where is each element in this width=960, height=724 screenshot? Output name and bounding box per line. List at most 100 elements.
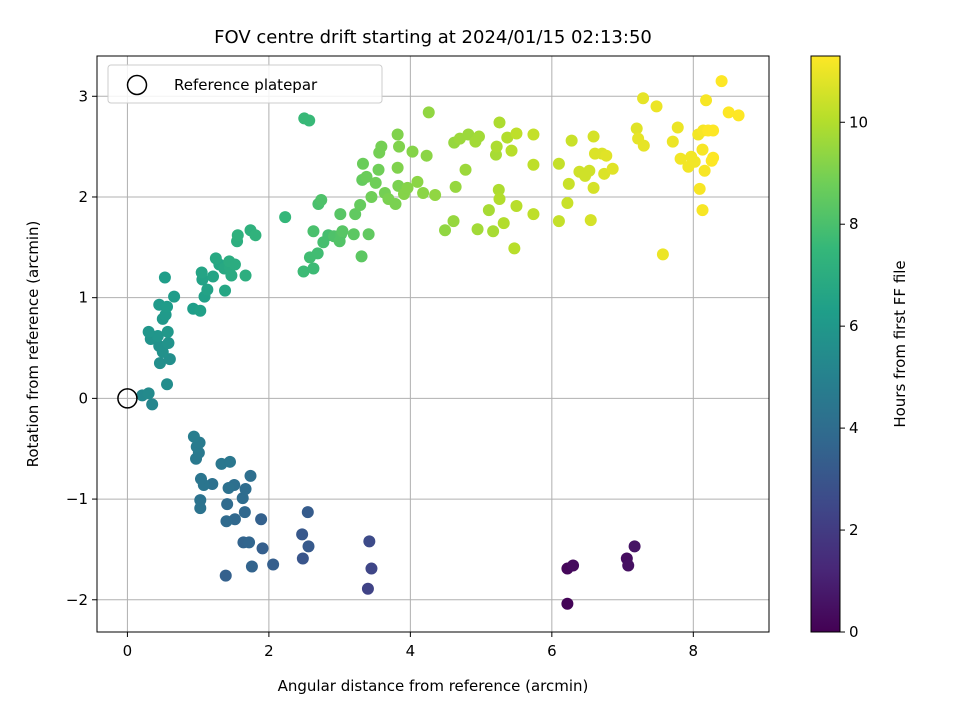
data-point (153, 340, 166, 353)
data-point (244, 469, 257, 482)
data-point (146, 398, 159, 411)
data-point (249, 229, 262, 242)
x-axis-label: Angular distance from reference (arcmin) (278, 677, 589, 695)
data-point (637, 92, 650, 105)
data-point (698, 164, 711, 177)
data-point (151, 329, 164, 342)
legend-marker-open-circle (126, 74, 148, 96)
y-tick-label: −2 (66, 591, 88, 609)
data-point (311, 247, 324, 260)
data-point (142, 325, 155, 338)
data-point (422, 106, 435, 119)
data-point (296, 528, 309, 541)
x-tick-label: 6 (547, 642, 557, 660)
data-point (527, 208, 540, 221)
data-point (195, 266, 208, 279)
data-point (194, 472, 207, 485)
data-point (693, 182, 706, 195)
data-point (666, 135, 679, 148)
data-point (307, 225, 320, 238)
y-axis-label: Rotation from reference (arcmin) (24, 221, 42, 468)
data-point (365, 562, 378, 575)
colorbar-tick-label: 4 (849, 419, 859, 437)
y-tick-label: 1 (78, 289, 88, 307)
data-point (707, 151, 720, 164)
data-point (411, 175, 424, 188)
data-point (362, 228, 375, 241)
data-point (650, 100, 663, 113)
data-point (510, 127, 523, 140)
data-point (471, 223, 484, 236)
data-point (207, 270, 220, 283)
data-point (637, 139, 650, 152)
data-point (307, 262, 320, 275)
data-point (449, 180, 462, 193)
data-point (168, 290, 181, 303)
data-point (417, 186, 430, 199)
data-point (361, 582, 374, 595)
data-point (656, 248, 669, 261)
data-point (161, 378, 174, 391)
data-point (391, 128, 404, 141)
data-point (194, 304, 207, 317)
data-point (715, 75, 728, 88)
data-point (459, 163, 472, 176)
data-point (372, 163, 385, 176)
data-point (349, 208, 362, 221)
data-point (622, 559, 635, 572)
data-point (256, 542, 269, 555)
data-point (527, 158, 540, 171)
data-point (561, 597, 574, 610)
data-point (267, 558, 280, 571)
x-axis-ticks: 0 2 4 6 8 (123, 632, 698, 660)
data-point (600, 149, 613, 162)
data-point (363, 535, 376, 548)
data-point (587, 130, 600, 143)
data-point (336, 225, 349, 238)
data-point (562, 177, 575, 190)
data-point (420, 149, 433, 162)
data-point (221, 498, 234, 511)
colorbar-tick-label: 2 (849, 521, 859, 539)
data-point (238, 506, 251, 519)
colorbar-tick-label: 0 (849, 623, 859, 641)
data-point (375, 140, 388, 153)
data-point (231, 229, 244, 242)
data-point (201, 283, 214, 296)
data-point (162, 336, 175, 349)
colorbar-ticks: 0 2 4 6 8 10 (840, 113, 868, 641)
data-point (674, 152, 687, 165)
data-point (297, 265, 310, 278)
plot-frame (96, 55, 770, 633)
data-point (671, 121, 684, 134)
data-point (505, 144, 518, 157)
data-point (492, 183, 505, 196)
data-point (360, 170, 373, 183)
y-tick-label: 0 (78, 389, 88, 407)
data-point (493, 116, 506, 129)
data-point (389, 198, 402, 211)
data-point (142, 387, 155, 400)
data-point (222, 482, 235, 494)
data-point (347, 228, 360, 241)
legend: Reference platepar (107, 64, 383, 104)
data-point (490, 140, 503, 153)
data-point (584, 214, 597, 227)
data-point (565, 134, 578, 147)
data-point (561, 197, 574, 210)
chart-title: FOV centre drift starting at 2024/01/15 … (214, 27, 652, 48)
data-point (527, 128, 540, 141)
data-point (510, 200, 523, 213)
data-point (567, 559, 580, 572)
data-point (302, 540, 315, 553)
data-point (406, 145, 419, 158)
data-point (487, 225, 500, 238)
data-point (628, 540, 641, 553)
colorbar-tick-label: 10 (849, 113, 868, 131)
x-tick-label: 2 (264, 642, 274, 660)
data-point (243, 536, 256, 549)
data-point (391, 161, 404, 174)
data-point (508, 242, 521, 255)
